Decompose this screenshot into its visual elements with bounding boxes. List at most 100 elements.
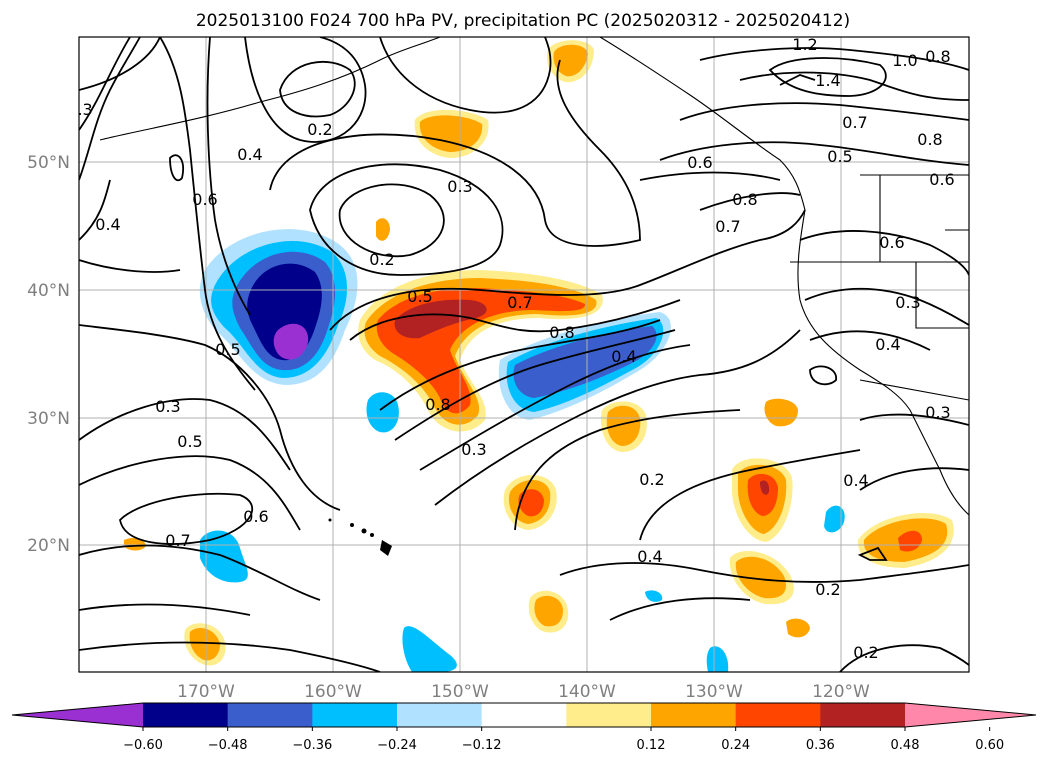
colorbar-segment — [566, 703, 652, 727]
precip-positive-patch — [760, 480, 770, 495]
pv-contour-labels: 1.2 1.4 1.0 0.8 0.7 0.8 0.5 0.6 0.2 0.4 … — [67, 35, 955, 662]
lon-label-140w: 140°W — [558, 682, 616, 702]
precip-positive-patch — [764, 398, 798, 427]
precip-positive-patch — [376, 218, 390, 241]
pv-label: 0.7 — [842, 113, 867, 132]
pv-label: 0.3 — [461, 440, 486, 459]
precip-negative-patch — [402, 626, 457, 672]
precip-positive-patch — [606, 405, 641, 446]
pv-label: 0.8 — [425, 395, 450, 414]
map-frame — [78, 36, 970, 673]
lon-label-160w: 160°W — [304, 682, 362, 702]
colorbar-tick-label: 0.60 — [975, 738, 1004, 753]
pv-label: 1.4 — [815, 71, 840, 90]
precip-negative-patch — [645, 590, 663, 602]
colorbar-tick-label: −0.24 — [377, 738, 417, 753]
colorbar-tick-label: −0.12 — [462, 738, 502, 753]
longitude-labels: 170°W 160°W 150°W 140°W 130°W 120°W — [177, 682, 870, 702]
pv-label: 0.3 — [155, 397, 180, 416]
colorbar-segment — [651, 703, 737, 727]
pv-label: 0.3 — [67, 100, 92, 119]
pv-label: 0.2 — [307, 120, 332, 139]
pv-label: 0.4 — [611, 347, 636, 366]
precip-positive-patch — [735, 556, 786, 599]
colorbar: −0.60 −0.48 −0.36 −0.24 −0.12 0.12 0.24 0.36 0.4… — [11, 702, 1037, 753]
lat-label-40n: 40°N — [27, 281, 70, 301]
pv-label: 0.7 — [507, 293, 532, 312]
precip-positive-patch — [898, 530, 922, 552]
colorbar-segments — [12, 703, 1036, 727]
pv-label: 1.2 — [792, 35, 817, 54]
colorbar-segment — [312, 703, 398, 727]
colorbar-tick-label: −0.48 — [208, 738, 248, 753]
pv-label: 0.8 — [549, 323, 574, 342]
pv-label: 0.6 — [192, 190, 217, 209]
pv-label: 0.2 — [369, 250, 394, 269]
precip-positive-patch — [553, 44, 588, 77]
pv-label: 0.4 — [843, 471, 868, 490]
colorbar-segment — [735, 703, 821, 727]
graticule — [79, 37, 969, 672]
pv-label: 0.8 — [925, 47, 950, 66]
colorbar-segment — [397, 703, 483, 727]
hawaiian-islands — [328, 518, 392, 556]
latitude-labels: 50°N 40°N 30°N 20°N — [27, 153, 70, 556]
coastlines — [99, 37, 969, 516]
precip-positive-patch — [747, 473, 778, 516]
map-panel: 1.2 1.4 1.0 0.8 0.7 0.8 0.5 0.6 0.2 0.4 … — [67, 35, 969, 672]
colorbar-segment — [227, 703, 313, 727]
pv-label: 0.3 — [447, 177, 472, 196]
pv-label: 0.5 — [827, 147, 852, 166]
precip-negative-patch — [706, 646, 729, 672]
pv-label: 0.5 — [177, 432, 202, 451]
pv-label: 0.8 — [917, 130, 942, 149]
pv-label: 0.8 — [732, 190, 757, 209]
pv-label: 0.3 — [925, 403, 950, 422]
pv-label: 0.2 — [815, 580, 840, 599]
precip-positive-patch — [419, 115, 483, 152]
pv-label: 0.4 — [95, 215, 120, 234]
pv-label: 0.6 — [687, 153, 712, 172]
lon-label-130w: 130°W — [685, 682, 743, 702]
lat-label-50n: 50°N — [27, 153, 70, 173]
pv-label: 0.2 — [853, 643, 878, 662]
colorbar-tick-label: 0.12 — [637, 738, 666, 753]
precip-negative-west — [273, 323, 309, 360]
pv-label: 0.7 — [715, 217, 740, 236]
colorbar-tick-label: −0.60 — [123, 738, 163, 753]
lon-label-170w: 170°W — [177, 682, 235, 702]
colorbar-tick-label: −0.36 — [292, 738, 332, 753]
precip-positive-patch — [189, 628, 220, 661]
lat-label-20n: 20°N — [27, 536, 70, 556]
lon-label-120w: 120°W — [812, 682, 870, 702]
pv-label: 1.0 — [892, 51, 917, 70]
pv-label: 0.7 — [165, 531, 190, 550]
colorbar-extend-high — [905, 703, 1036, 727]
lat-label-30n: 30°N — [27, 409, 70, 429]
pv-label: 0.6 — [243, 507, 268, 526]
precip-positive-band — [394, 299, 487, 339]
precip-positive-patch — [786, 618, 810, 638]
colorbar-tick-label: 0.36 — [806, 738, 835, 753]
colorbar-extend-low — [12, 703, 143, 727]
pv-label: 0.3 — [895, 293, 920, 312]
precip-negative-patch — [824, 505, 845, 533]
pv-label: 0.4 — [237, 145, 262, 164]
pv-label: 0.4 — [637, 547, 662, 566]
map-title: 2025013100 F024 700 hPa PV, precipitatio… — [196, 11, 850, 31]
precip-positive-patch — [534, 595, 563, 627]
pv-label: 0.6 — [879, 233, 904, 252]
colorbar-segment — [481, 703, 567, 727]
colorbar-segment — [143, 703, 229, 727]
precip-positive-patch — [124, 538, 146, 551]
pv-label: 0.5 — [215, 340, 240, 359]
lon-label-150w: 150°W — [431, 682, 489, 702]
pv-contours — [79, 37, 969, 672]
pv-label: 0.5 — [407, 287, 432, 306]
colorbar-tick-label: 0.48 — [891, 738, 920, 753]
colorbar-tick-label: 0.24 — [721, 738, 750, 753]
colorbar-segment — [820, 703, 906, 727]
pv-label: 0.4 — [875, 335, 900, 354]
pv-label: 0.6 — [929, 170, 954, 189]
